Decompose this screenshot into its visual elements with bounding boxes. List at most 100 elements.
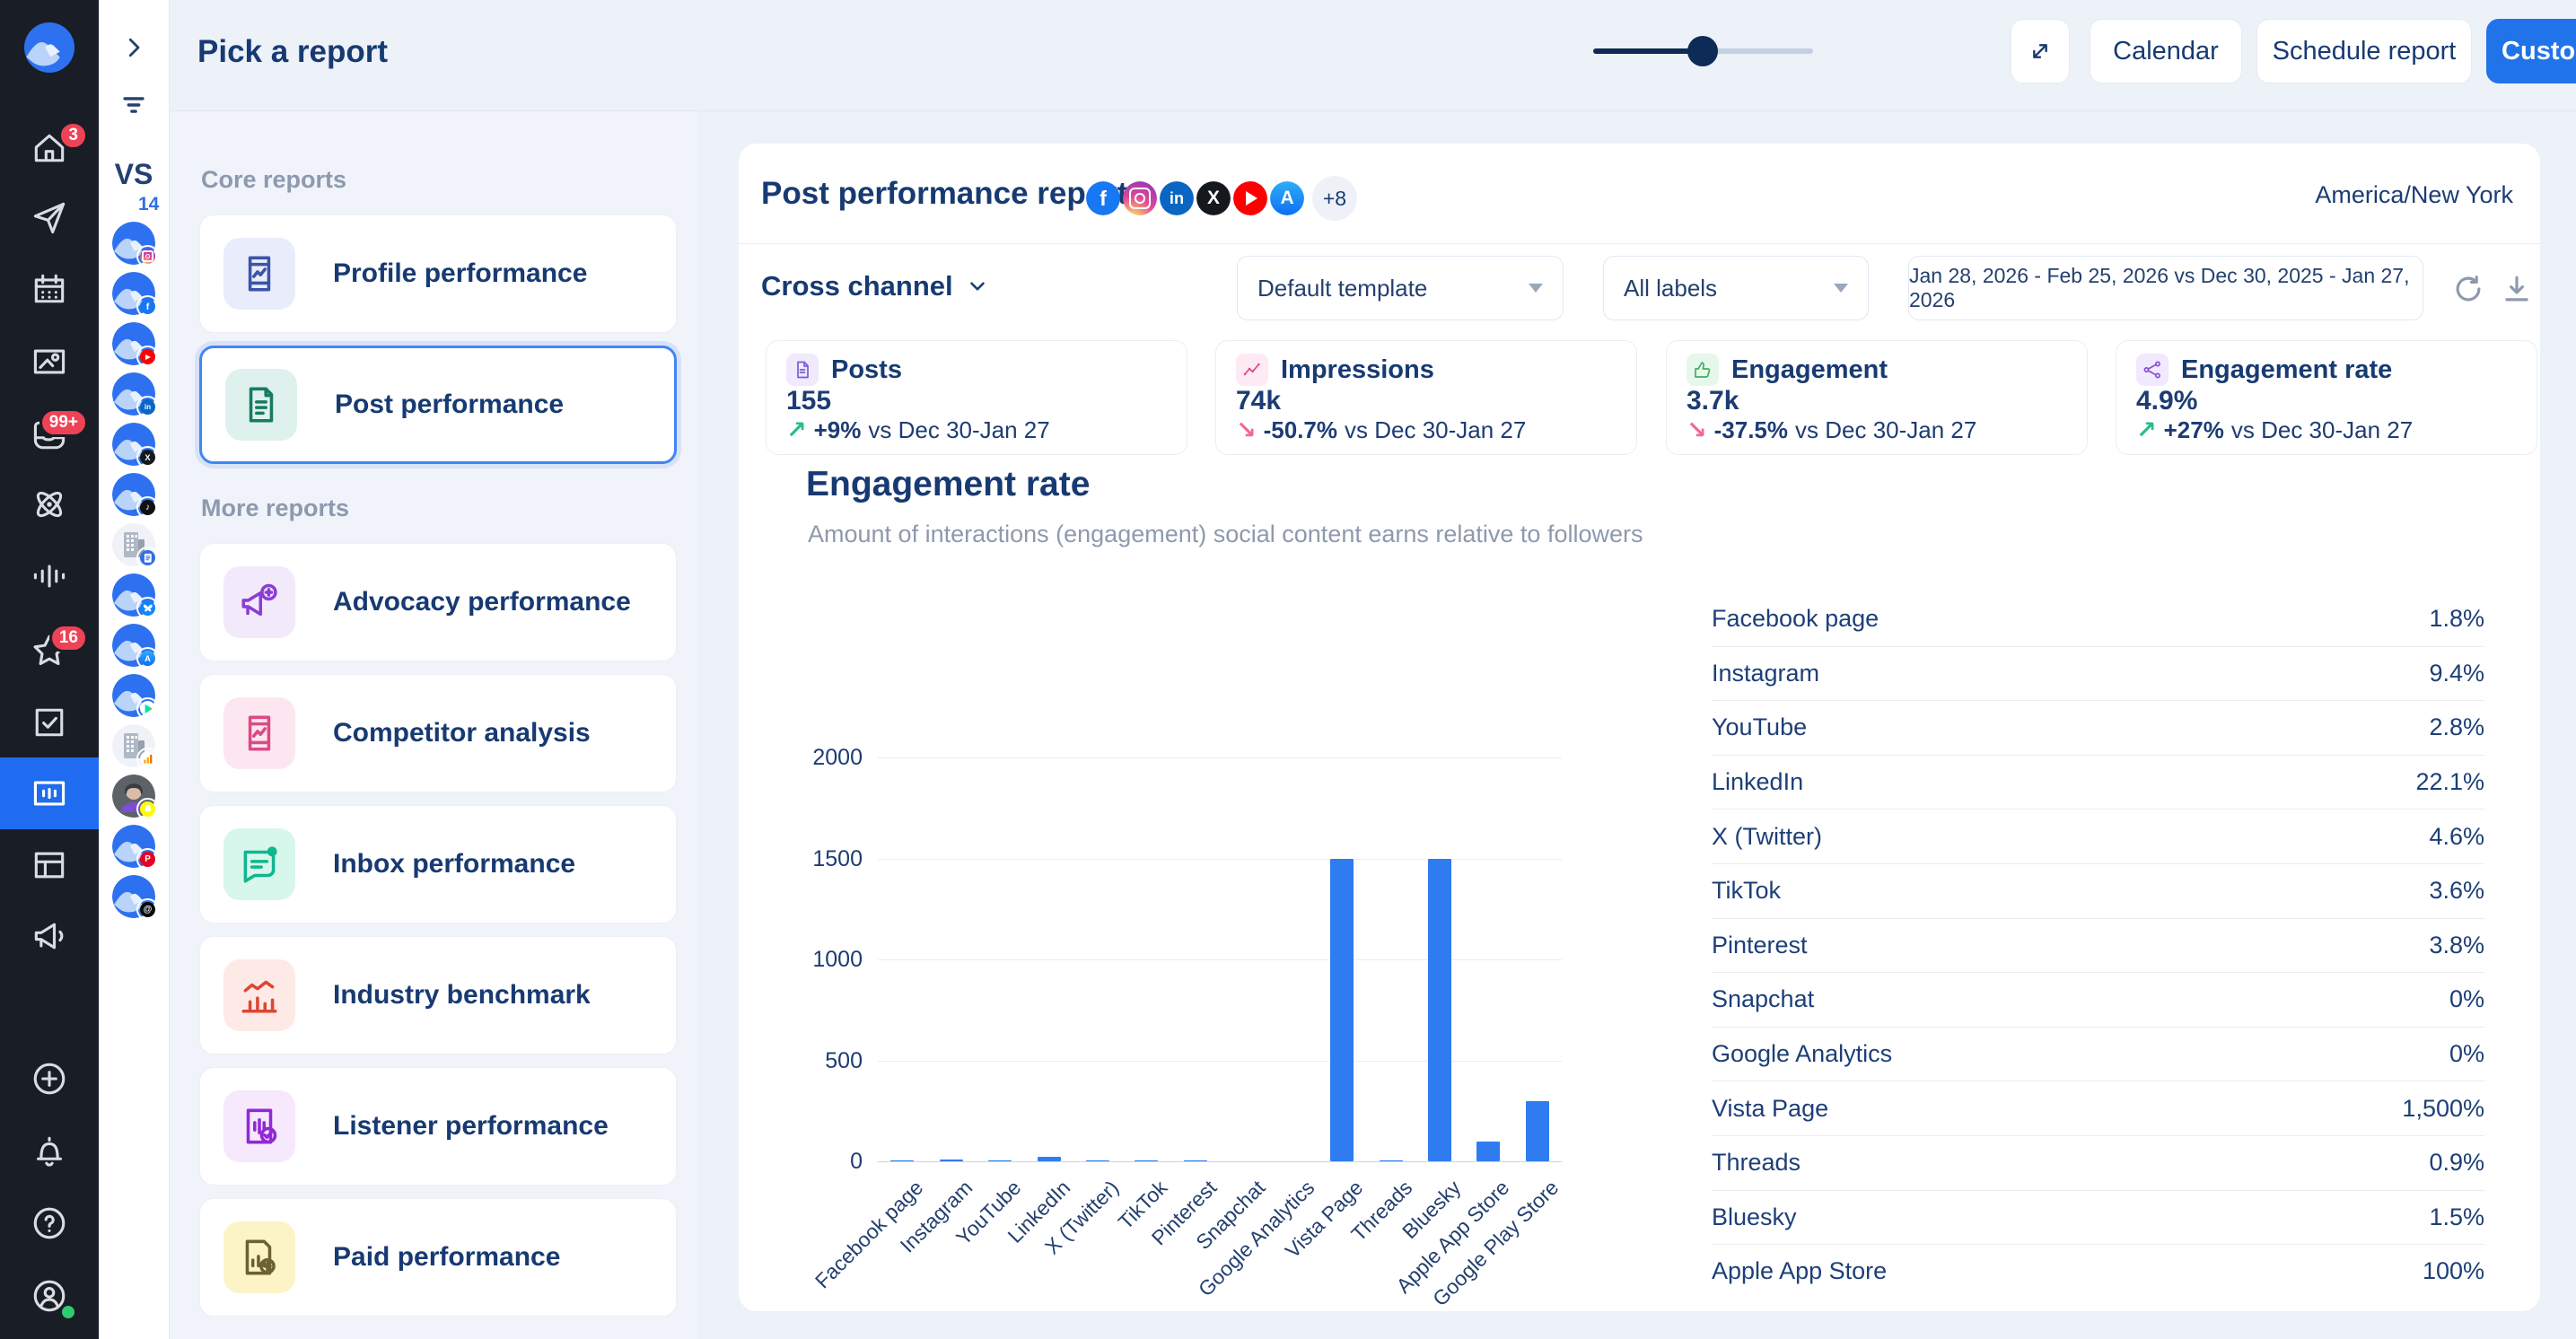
sidebar-item-waveform[interactable] — [0, 540, 99, 612]
sidebar-item-help[interactable] — [0, 1187, 99, 1259]
zoom-slider-thumb[interactable] — [1687, 36, 1718, 66]
rate-row-value: 0.9% — [2429, 1149, 2484, 1177]
sidebar-item-atom[interactable] — [0, 468, 99, 540]
linkedin-icon: in — [1160, 181, 1194, 215]
report-card-post-performance[interactable]: Post performance — [199, 346, 677, 464]
rate-row-apple-app-store: Apple App Store100% — [1712, 1245, 2484, 1299]
sidebar-item-home[interactable]: 3 — [0, 112, 99, 184]
stat-card-engagement: Engagement3.7k↘-37.5%vs Dec 30-Jan 27 — [1666, 340, 2088, 455]
notification-badge: 99+ — [39, 408, 88, 437]
profile-google-business[interactable] — [112, 523, 155, 566]
labels-select[interactable]: All labels — [1603, 256, 1869, 320]
trend-up-icon: ↗ — [786, 416, 807, 444]
channel-selector[interactable]: Cross channel — [761, 270, 989, 302]
instagram-icon — [1123, 181, 1157, 215]
profile-threads[interactable]: @ — [112, 875, 155, 918]
sidebar-item-layout[interactable] — [0, 829, 99, 901]
vista-social-logo[interactable] — [24, 22, 74, 73]
report-card-advocacy-performance[interactable]: Advocacy performance — [199, 543, 677, 661]
profile-facebook[interactable]: f — [112, 272, 155, 315]
report-card-listener-performance[interactable]: Listener performance — [199, 1067, 677, 1186]
stat-trend: ↘-37.5%vs Dec 30-Jan 27 — [1687, 416, 2067, 444]
stat-card-engagement-rate: Engagement rate4.9%↗+27%vs Dec 30-Jan 27 — [2116, 340, 2537, 455]
page-title: Pick a report — [197, 34, 388, 70]
report-card-industry-benchmark[interactable]: Industry benchmark — [199, 936, 677, 1055]
stat-card-impressions: Impressions74k↘-50.7%vs Dec 30-Jan 27 — [1215, 340, 1637, 455]
more-platforms-badge[interactable]: +8 — [1312, 176, 1357, 221]
schedule-report-button[interactable]: Schedule report — [2256, 19, 2472, 83]
y-axis-tick: 1500 — [791, 846, 863, 871]
report-card-profile-performance[interactable]: Profile performance — [199, 214, 677, 333]
report-card-inbox-performance[interactable]: Inbox performance — [199, 805, 677, 923]
channel-label: Cross channel — [761, 270, 953, 302]
report-card-paid-performance[interactable]: Paid performance — [199, 1198, 677, 1317]
snapchat-badge — [136, 798, 159, 820]
profile-pinterest[interactable]: P — [112, 825, 155, 868]
template-select[interactable]: Default template — [1237, 256, 1564, 320]
stat-trend: ↗+9%vs Dec 30-Jan 27 — [786, 416, 1167, 444]
sidebar-item-plus[interactable] — [0, 1043, 99, 1115]
expand-button[interactable] — [2011, 19, 2070, 83]
profile-tiktok[interactable]: ♪ — [112, 473, 155, 516]
rate-row-label: Snapchat — [1712, 985, 1814, 1013]
profile-snapchat[interactable] — [112, 775, 155, 818]
report-card-label: Industry benchmark — [333, 980, 591, 1011]
profile-group-vs[interactable]: VS — [99, 158, 169, 191]
x-icon: X — [1196, 181, 1231, 215]
profile-linkedin[interactable]: in — [112, 372, 155, 416]
trend-percent: +9% — [814, 416, 862, 444]
rate-row-facebook-page: Facebook page1.8% — [1712, 592, 2484, 647]
appstore-icon: A — [140, 651, 155, 666]
rate-row-label: Bluesky — [1712, 1203, 1797, 1231]
stat-value: 155 — [786, 386, 1167, 416]
download-button[interactable] — [2500, 272, 2534, 311]
sidebar-item-profile[interactable] — [0, 1260, 99, 1332]
chart-section-subtitle: Amount of interactions (engagement) soci… — [808, 521, 1643, 548]
main-sidebar: 3 99+ 16 — [0, 0, 99, 1339]
zoom-slider[interactable] — [1593, 48, 1813, 54]
profile-x[interactable]: X — [112, 423, 155, 466]
sidebar-item-media[interactable] — [0, 326, 99, 398]
custom-reports-button[interactable]: Custom reports — [2486, 19, 2576, 83]
rate-row-label: Google Analytics — [1712, 1040, 1892, 1068]
refresh-button[interactable] — [2451, 272, 2485, 311]
profile-google-analytics[interactable] — [112, 724, 155, 767]
bar-apple-app-store — [1476, 1142, 1500, 1162]
rate-row-value: 3.8% — [2429, 932, 2484, 959]
report-card-label: Inbox performance — [333, 849, 575, 880]
profile-googleplay[interactable] — [112, 674, 155, 717]
filter-profiles-button[interactable] — [118, 90, 149, 120]
chevron-right-icon — [120, 34, 147, 61]
trend-compare: vs Dec 30-Jan 27 — [2231, 416, 2413, 444]
sidebar-item-send[interactable] — [0, 182, 99, 254]
rate-row-label: LinkedIn — [1712, 768, 1803, 796]
date-range-picker[interactable]: Jan 28, 2026 - Feb 25, 2026 vs Dec 30, 2… — [1908, 256, 2423, 320]
expand-panel-button[interactable] — [120, 34, 147, 61]
profile-instagram[interactable] — [112, 222, 155, 265]
instagram-icon — [140, 249, 155, 264]
sidebar-item-reports[interactable] — [0, 757, 99, 829]
sidebar-item-calendar[interactable] — [0, 253, 99, 325]
bar-x-twitter- — [1086, 1160, 1109, 1161]
phone-wave-icon — [223, 1090, 295, 1162]
thumb-icon — [1687, 354, 1719, 386]
sidebar-item-star[interactable]: 16 — [0, 615, 99, 687]
picker-section-label: More reports — [201, 494, 677, 522]
sidebar-item-tasks[interactable] — [0, 687, 99, 758]
profile-bluesky[interactable] — [112, 573, 155, 617]
tiktok-icon: ♪ — [140, 500, 155, 515]
rate-row-value: 1.8% — [2429, 605, 2484, 633]
profile-youtube[interactable] — [112, 322, 155, 365]
rate-row-bluesky: Bluesky1.5% — [1712, 1191, 2484, 1246]
sidebar-item-megaphone[interactable] — [0, 900, 99, 972]
sidebar-item-bell[interactable] — [0, 1116, 99, 1187]
stat-label: Impressions — [1281, 355, 1434, 385]
trend-percent: +27% — [2164, 416, 2224, 444]
rate-row-label: Vista Page — [1712, 1095, 1828, 1123]
rate-row-label: X (Twitter) — [1712, 823, 1822, 851]
report-card-competitor-analysis[interactable]: Competitor analysis — [199, 674, 677, 792]
calendar-button[interactable]: Calendar — [2090, 19, 2242, 83]
profile-appstore[interactable]: A — [112, 624, 155, 667]
rate-row-value: 3.6% — [2429, 877, 2484, 905]
sidebar-item-inbox[interactable]: 99+ — [0, 399, 99, 471]
